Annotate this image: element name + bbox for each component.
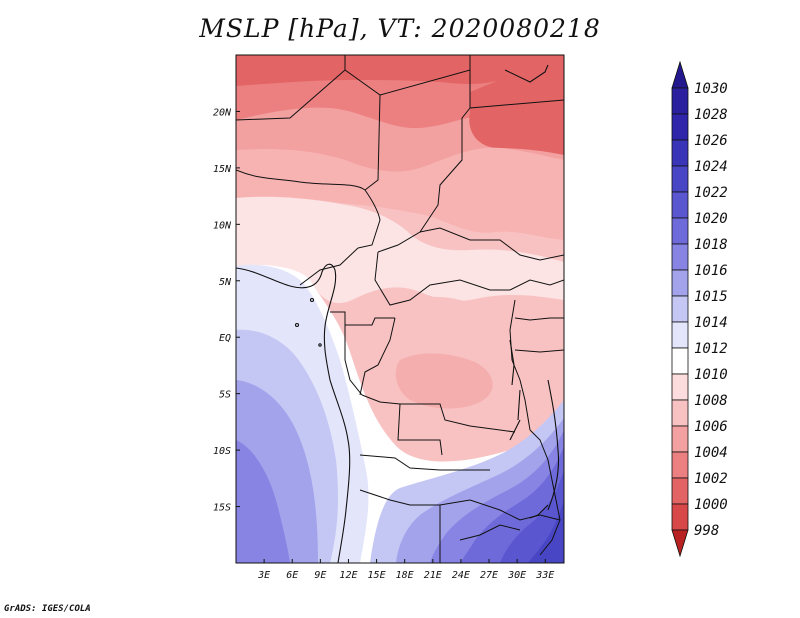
latitude-axis: 20N 15N 10N 5N EQ 5S 10S 15S — [213, 107, 240, 514]
border-namibia — [359, 489, 471, 506]
colorbar-swatch — [671, 347, 689, 375]
colorbar-label: 1020 — [694, 211, 728, 227]
colorbar-label: 1030 — [694, 81, 728, 97]
lat-tick-label: 10N — [213, 220, 232, 231]
colorbar-swatch — [671, 321, 689, 349]
lon-tick-label: 21E — [424, 570, 442, 581]
border-chad-sudan — [377, 69, 471, 253]
lat-tick-label: 5S — [219, 390, 231, 401]
border-sudan-south — [419, 227, 564, 261]
lon-tick-label: 12E — [339, 570, 357, 581]
colorbar-label: 1014 — [694, 315, 728, 331]
colorbar: 1030 1028 1026 1024 1022 1020 1018 1016 1015 1014… — [671, 60, 728, 558]
lon-tick-label: 3E — [257, 570, 270, 581]
blob-1008 — [395, 353, 493, 409]
country-borders — [236, 55, 564, 563]
colorbar-label: 1012 — [694, 341, 728, 357]
colorbar-label: 1022 — [694, 185, 728, 201]
pressure-field — [236, 55, 564, 563]
band-1018 — [236, 440, 290, 563]
lat-tick-label: 10S — [213, 446, 231, 457]
lon-tick-label: 33E — [535, 570, 554, 581]
colorbar-swatch — [671, 165, 689, 193]
border-east-africa — [514, 317, 564, 353]
band-1012 — [236, 196, 564, 304]
coastline — [236, 64, 560, 563]
longitude-axis: 3E 6E 9E 12E 15E 18E 21E 24E 27E 30E 33E — [257, 559, 554, 581]
lon-tick-label: 27E — [480, 570, 498, 581]
lat-tick-label: 20N — [213, 107, 232, 118]
colorbar-label: 1026 — [694, 133, 728, 149]
border-malawi-moz — [529, 429, 561, 556]
colorbar-swatch — [671, 87, 689, 115]
colorbar-label: 1018 — [694, 237, 728, 253]
band-1024 — [528, 500, 564, 563]
colorbar-swatch — [671, 243, 689, 271]
border-car — [374, 251, 564, 306]
colorbar-label: 998 — [694, 523, 719, 539]
colorbar-swatch — [671, 399, 689, 427]
band-1002 — [236, 55, 564, 86]
lon-tick-label: 15E — [368, 570, 386, 581]
colorbar-label: 1002 — [694, 471, 728, 487]
colorbar-label: 1004 — [694, 445, 728, 461]
lat-tick-label: EQ — [219, 333, 231, 344]
colorbar-swatch — [671, 425, 689, 453]
colorbar-label: 1008 — [694, 393, 728, 409]
map-frame — [235, 54, 565, 564]
colorbar-label: 1010 — [694, 367, 728, 383]
border-angola-south — [359, 454, 490, 471]
colorbar-cap-top — [671, 60, 689, 89]
colorbar-label: 1015 — [694, 289, 728, 305]
border-niger-chad — [236, 69, 381, 191]
lake-tanganyika — [509, 339, 521, 421]
colorbar-swatch — [671, 217, 689, 245]
lon-tick-label: 18E — [396, 570, 414, 581]
colorbar-swatch — [671, 451, 689, 479]
border-nigeria — [236, 169, 381, 249]
border-drc-angola — [361, 394, 516, 433]
colorbar-swatch — [671, 373, 689, 401]
colorbar-swatch — [671, 477, 689, 505]
colorbar-label: 1006 — [694, 419, 728, 435]
border-lakes — [509, 299, 531, 431]
colorbar-swatch — [671, 191, 689, 219]
colorbar-swatch — [671, 295, 689, 323]
east-coast — [547, 379, 560, 511]
lat-tick-label: 15S — [213, 503, 231, 514]
plot-title: MSLP [hPa], VT: 2020080218 — [199, 14, 601, 43]
colorbar-swatch — [671, 269, 689, 297]
colorbar-label: 1028 — [694, 107, 728, 123]
lat-tick-label: 15N — [213, 164, 232, 175]
colorbar-label: 1000 — [694, 497, 728, 513]
credit-label: GrADS: IGES/COLA — [4, 604, 91, 614]
border-gabon-congo — [330, 311, 395, 326]
band-1008 — [236, 147, 564, 240]
lon-tick-label: 24E — [452, 570, 470, 581]
colorbar-swatch — [671, 503, 689, 531]
colorbar-label: 1024 — [694, 159, 728, 175]
band-1002-ne — [469, 60, 564, 155]
lon-tick-label: 6E — [286, 570, 298, 581]
lat-tick-label: 5N — [219, 277, 232, 288]
colorbar-swatch — [671, 113, 689, 141]
lon-tick-label: 9E — [314, 570, 326, 581]
lon-tick-label: 30E — [507, 570, 526, 581]
colorbar-label: 1016 — [694, 263, 728, 279]
colorbar-swatch — [671, 139, 689, 167]
west-coast — [236, 263, 351, 563]
colorbar-cap-bottom — [671, 529, 689, 558]
